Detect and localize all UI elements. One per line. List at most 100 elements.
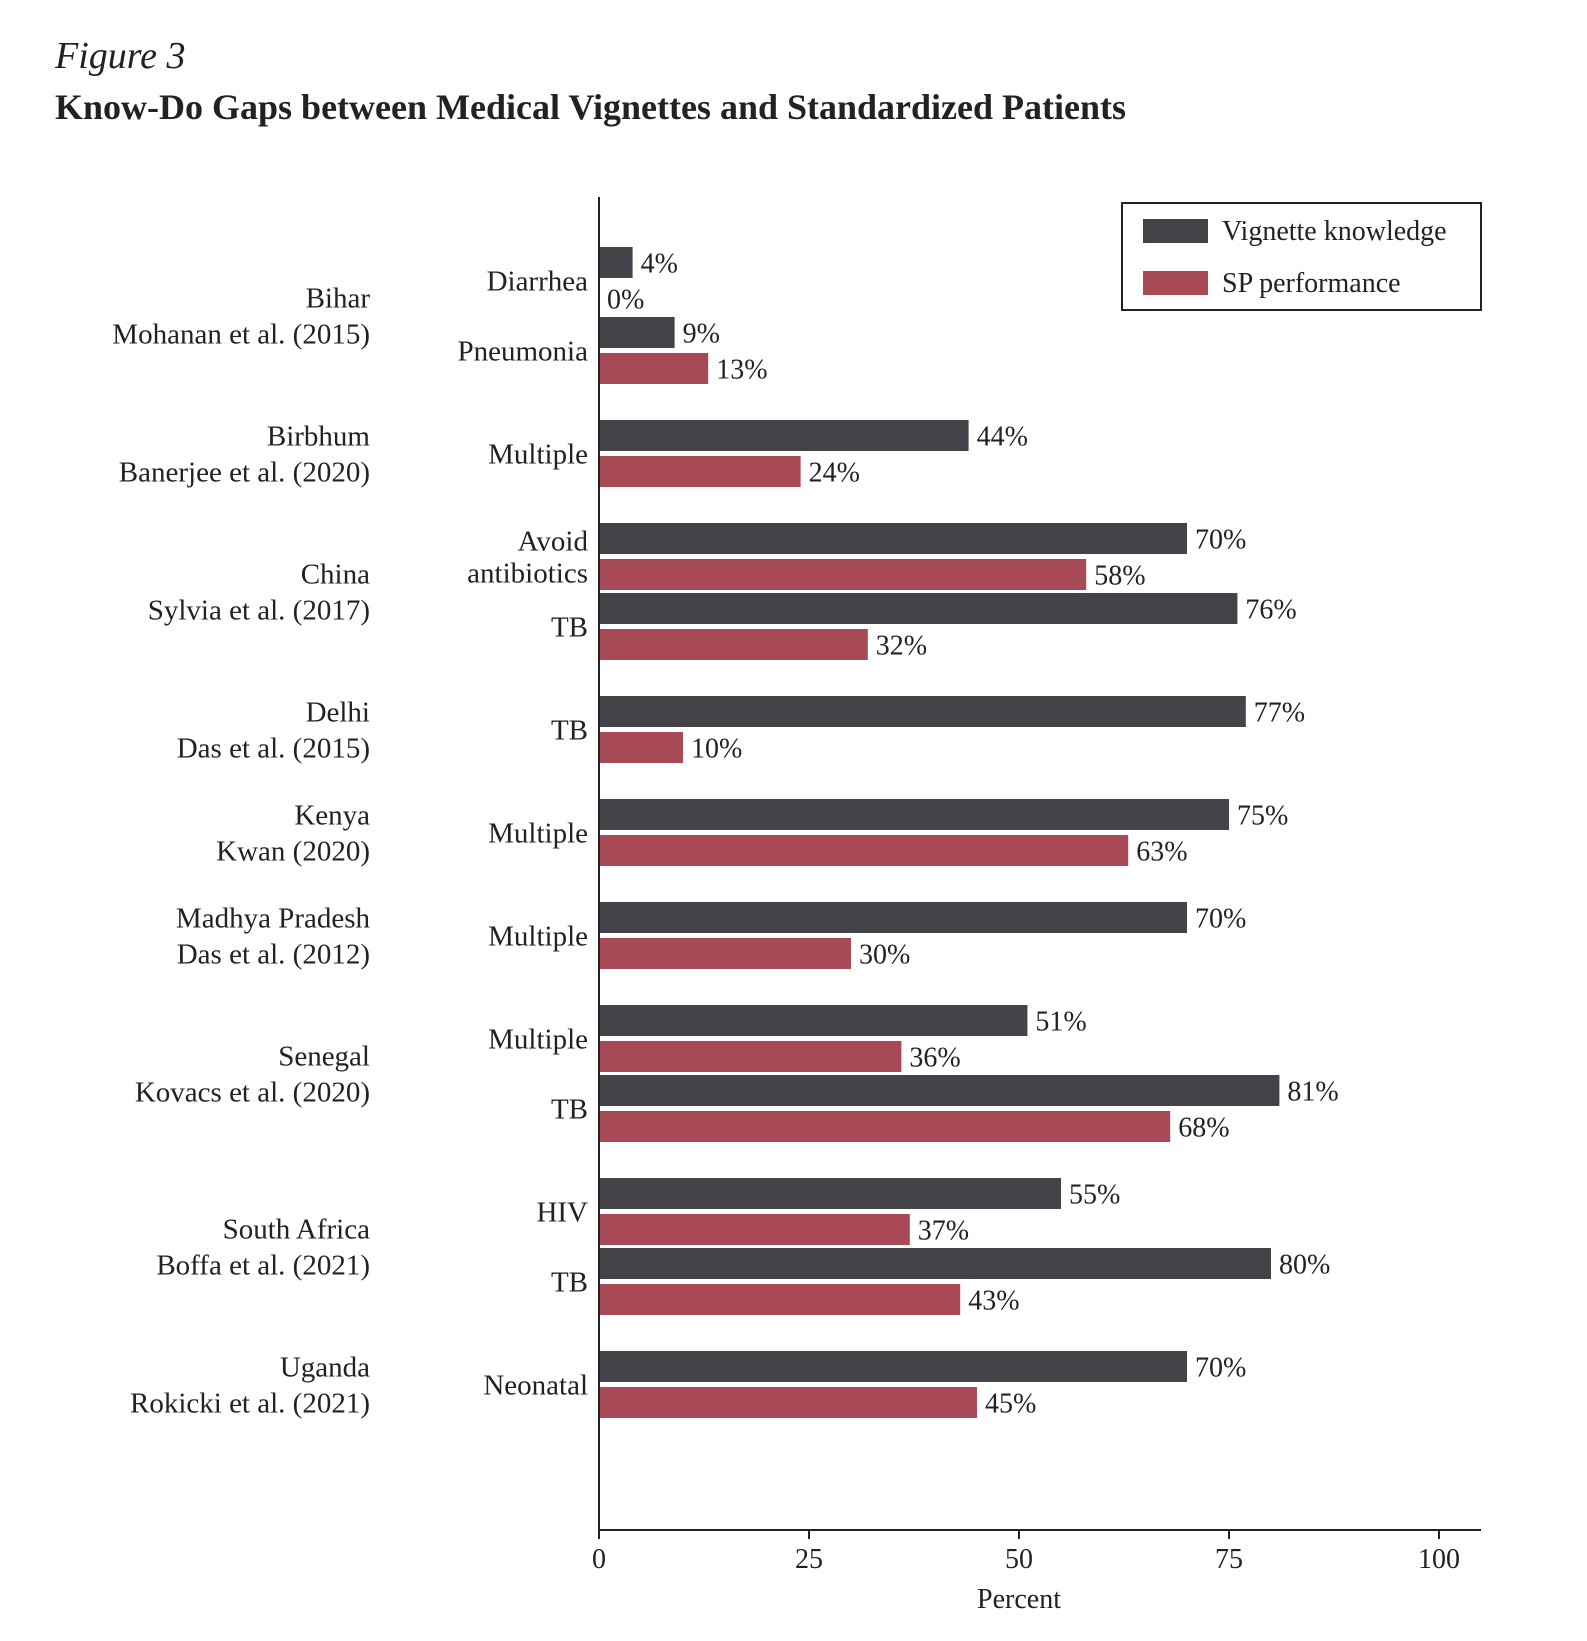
condition-label: Avoid — [518, 526, 589, 558]
study-citation-label: Kwan (2020) — [216, 836, 370, 868]
condition-label: Multiple — [488, 1024, 588, 1056]
condition-label: Multiple — [488, 921, 588, 953]
sp-value-label: 0% — [607, 285, 644, 316]
condition-label: HIV — [536, 1197, 588, 1229]
vignette-bar — [599, 420, 969, 451]
sp-value-label: 63% — [1136, 837, 1187, 868]
vignette-bar — [599, 1248, 1271, 1279]
sp-value-label: 36% — [909, 1043, 960, 1074]
sp-value-label: 13% — [716, 355, 767, 386]
vignette-value-label: 80% — [1279, 1250, 1330, 1281]
vignette-value-label: 9% — [683, 319, 720, 350]
condition-label: Multiple — [488, 439, 588, 471]
study-location-label: Madhya Pradesh — [176, 903, 371, 935]
figure-title: Know-Do Gaps between Medical Vignettes a… — [55, 87, 1126, 127]
study-citation-label: Rokicki et al. (2021) — [130, 1388, 370, 1420]
study-location-label: Bihar — [306, 283, 371, 315]
vignette-bar — [599, 1075, 1280, 1106]
figure-label: Figure 3 — [55, 35, 186, 77]
sp-value-label: 10% — [691, 734, 742, 765]
sp-value-label: 43% — [968, 1286, 1019, 1317]
labels-layer: 4% 0% Diarrhea 9% 13% Pneumonia Bihar Mohanan e… — [112, 249, 1338, 1420]
condition-label: Diarrhea — [487, 266, 589, 298]
vignette-value-label: 70% — [1195, 1353, 1246, 1384]
condition-label: Pneumonia — [458, 336, 589, 368]
vignette-bar — [599, 799, 1229, 830]
condition-label: TB — [551, 612, 588, 644]
bars-layer — [599, 247, 1280, 1418]
x-tick-label: 100 — [1418, 1544, 1460, 1575]
sp-value-label: 68% — [1178, 1113, 1229, 1144]
study-citation-label: Boffa et al. (2021) — [156, 1250, 370, 1282]
sp-value-label: 32% — [876, 631, 927, 662]
vignette-value-label: 4% — [641, 249, 678, 280]
vignette-value-label: 55% — [1069, 1180, 1120, 1211]
sp-bar — [599, 353, 709, 384]
sp-bar — [599, 1387, 977, 1418]
sp-bar — [599, 732, 683, 763]
vignette-bar — [599, 317, 675, 348]
legend-swatch — [1143, 271, 1208, 295]
vignette-bar — [599, 593, 1238, 624]
vignette-value-label: 76% — [1245, 595, 1296, 626]
sp-bar — [599, 559, 1087, 590]
study-citation-label: Sylvia et al. (2017) — [148, 595, 370, 627]
sp-bar — [599, 938, 851, 969]
sp-bar — [599, 1111, 1171, 1142]
vignette-bar — [599, 523, 1187, 554]
legend-label: Vignette knowledge — [1222, 216, 1447, 247]
sp-bar — [599, 835, 1129, 866]
legend-label: SP performance — [1222, 268, 1401, 299]
study-location-label: Uganda — [280, 1352, 370, 1384]
vignette-bar — [599, 1351, 1187, 1382]
study-location-label: Senegal — [278, 1041, 370, 1073]
condition-label: Neonatal — [483, 1370, 588, 1402]
x-axis-label: Percent — [977, 1584, 1061, 1615]
x-tick-label: 0 — [592, 1544, 606, 1575]
condition-label: TB — [551, 1267, 588, 1299]
study-citation-label: Das et al. (2012) — [177, 939, 370, 971]
vignette-value-label: 44% — [977, 422, 1028, 453]
study-citation-label: Banerjee et al. (2020) — [119, 457, 370, 489]
x-tick-label: 50 — [1005, 1544, 1033, 1575]
vignette-value-label: 70% — [1195, 904, 1246, 935]
vignette-bar — [599, 696, 1246, 727]
legend-swatch — [1143, 219, 1208, 243]
x-tick-label: 25 — [795, 1544, 823, 1575]
study-location-label: South Africa — [223, 1214, 371, 1246]
x-tick-label: 75 — [1215, 1544, 1243, 1575]
condition-label: antibiotics — [467, 558, 588, 590]
sp-bar — [599, 1284, 961, 1315]
vignette-bar — [599, 902, 1187, 933]
sp-bar — [599, 1214, 910, 1245]
legend: Vignette knowledge SP performance — [1121, 202, 1482, 311]
study-citation-label: Das et al. (2015) — [177, 733, 370, 765]
vignette-value-label: 75% — [1237, 801, 1288, 832]
x-ticks: 0 25 50 75 100 — [592, 1530, 1460, 1575]
study-location-label: Birbhum — [267, 421, 371, 453]
sp-value-label: 30% — [859, 940, 910, 971]
sp-value-label: 24% — [809, 458, 860, 489]
condition-label: TB — [551, 1094, 588, 1126]
vignette-bar — [599, 1005, 1028, 1036]
study-location-label: China — [301, 559, 370, 591]
vignette-value-label: 81% — [1287, 1077, 1338, 1108]
sp-bar — [599, 629, 868, 660]
condition-label: TB — [551, 715, 588, 747]
sp-value-label: 37% — [918, 1216, 969, 1247]
study-location-label: Delhi — [306, 697, 370, 729]
vignette-value-label: 70% — [1195, 525, 1246, 556]
study-citation-label: Mohanan et al. (2015) — [112, 319, 370, 351]
vignette-value-label: 51% — [1035, 1007, 1086, 1038]
sp-value-label: 58% — [1094, 561, 1145, 592]
study-location-label: Kenya — [294, 800, 370, 832]
sp-bar — [599, 1041, 902, 1072]
study-citation-label: Kovacs et al. (2020) — [135, 1077, 370, 1109]
vignette-bar — [599, 1178, 1061, 1209]
vignette-bar — [599, 247, 633, 278]
vignette-value-label: 77% — [1254, 698, 1305, 729]
sp-value-label: 45% — [985, 1389, 1036, 1420]
sp-bar — [599, 456, 801, 487]
condition-label: Multiple — [488, 818, 588, 850]
